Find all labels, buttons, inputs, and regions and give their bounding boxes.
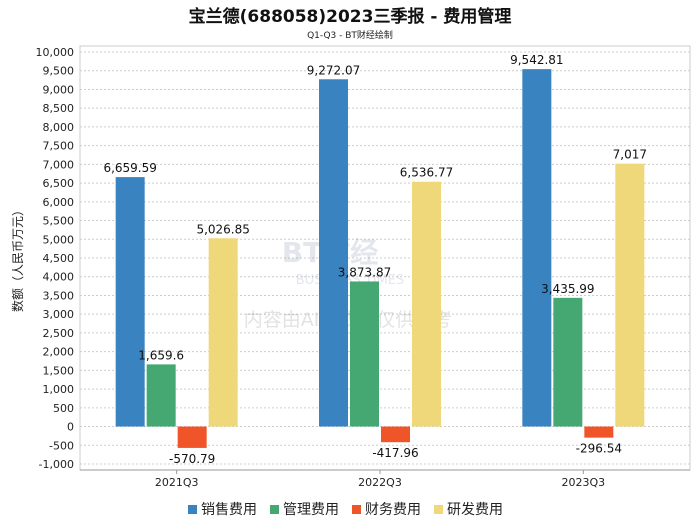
data-label: -570.79: [169, 452, 215, 466]
y-tick-label: 5,500: [43, 215, 75, 228]
bar: [381, 426, 410, 443]
y-tick-label: 1,000: [43, 383, 75, 396]
legend-label: 管理费用: [283, 502, 339, 518]
data-label: 5,026.85: [196, 222, 249, 236]
legend-swatch: [188, 505, 197, 514]
y-tick-label: 4,000: [43, 271, 75, 284]
y-tick-label: 1,500: [43, 364, 75, 377]
y-tick-label: 9,000: [43, 83, 75, 96]
x-tick-label: 2023Q3: [562, 476, 606, 489]
legend-swatch: [352, 505, 361, 514]
data-label: 7,017: [613, 148, 647, 162]
y-tick-label: 8,000: [43, 121, 75, 134]
x-tick-label: 2021Q3: [155, 476, 199, 489]
x-tick-label: 2022Q3: [358, 476, 402, 489]
data-label: 6,659.59: [103, 161, 156, 175]
data-label: -417.96: [372, 446, 418, 460]
y-tick-label: 5,000: [43, 233, 75, 246]
bar: [522, 69, 552, 427]
y-tick-label: 10,000: [36, 46, 75, 59]
legend-swatch: [270, 505, 279, 514]
y-axis-label: 数额（人民币万元）: [10, 204, 25, 312]
bar: [584, 426, 614, 438]
y-tick-label: 7,000: [43, 158, 75, 171]
y-tick-label: 7,500: [43, 140, 75, 153]
y-tick-label: 3,000: [43, 308, 75, 321]
bar: [553, 297, 583, 427]
legend-label: 研发费用: [447, 502, 503, 518]
chart-title: 宝兰德(688058)2023三季报 - 费用管理: [189, 6, 512, 27]
data-label: 3,435.99: [541, 282, 594, 296]
bar: [615, 163, 645, 427]
y-tick-label: 4,500: [43, 252, 75, 265]
y-tick-label: 2,000: [43, 346, 75, 359]
bar: [177, 426, 207, 448]
bar: [319, 79, 348, 427]
bar: [115, 177, 145, 427]
y-tick-label: 6,000: [43, 196, 75, 209]
data-label: 6,536.77: [400, 166, 453, 180]
data-label: 9,272.07: [307, 63, 360, 77]
chart-subtitle: Q1-Q3 - BT财经绘制: [307, 29, 393, 41]
legend-label: 财务费用: [365, 502, 421, 518]
y-tick-label: 9,500: [43, 65, 75, 78]
y-tick-label: 2,500: [43, 327, 75, 340]
bar: [350, 281, 379, 427]
data-label: 3,873.87: [338, 265, 391, 279]
y-tick-label: 8,500: [43, 102, 75, 115]
legend-swatch: [434, 505, 443, 514]
bar: [208, 238, 238, 427]
bar: [412, 181, 441, 427]
y-tick-label: -500: [49, 439, 74, 452]
y-tick-label: 0: [67, 421, 74, 434]
data-label: 1,659.6: [138, 348, 184, 362]
data-label: 9,542.81: [510, 53, 563, 67]
y-tick-label: 6,500: [43, 177, 75, 190]
y-tick-label: 500: [53, 402, 74, 415]
y-tick-label: 3,500: [43, 289, 75, 302]
data-label: -296.54: [576, 442, 622, 456]
legend-label: 销售费用: [201, 502, 257, 518]
y-tick-label: -1,000: [39, 458, 74, 471]
bar: [146, 364, 176, 427]
